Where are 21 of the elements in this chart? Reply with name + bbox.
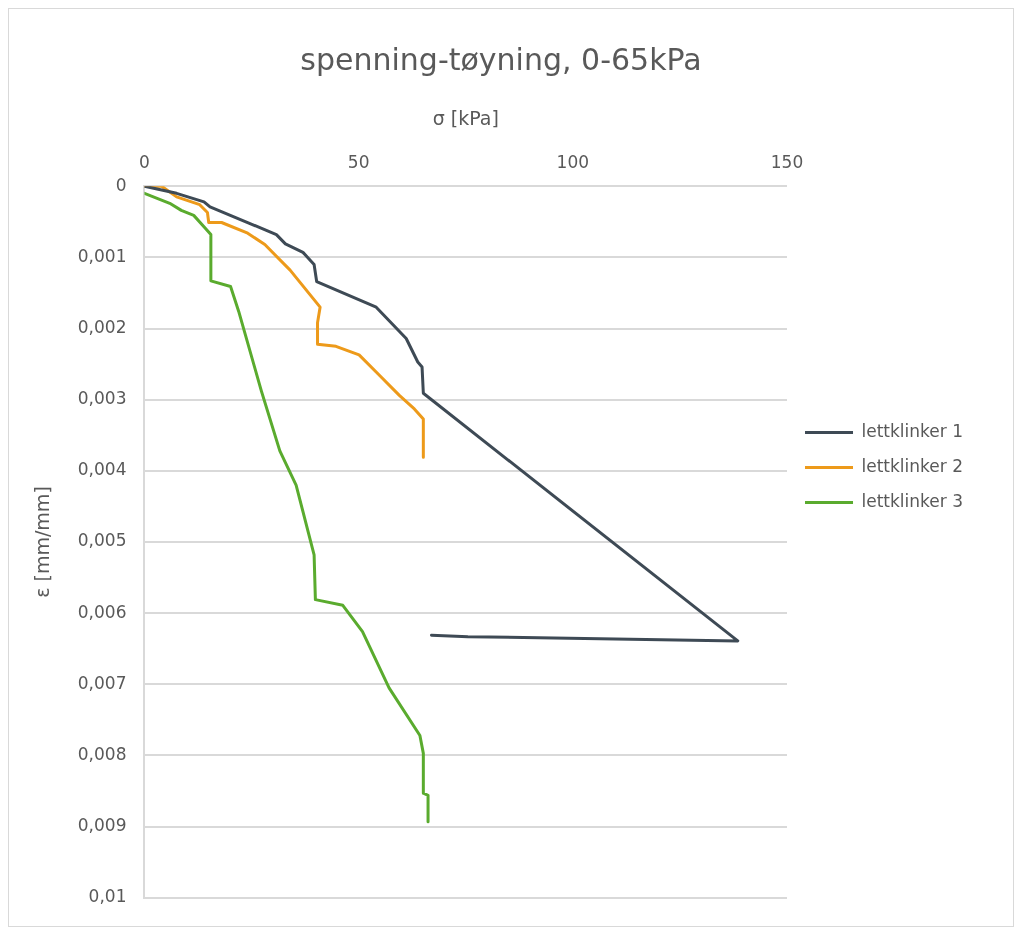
y-tick-label: 0,01 bbox=[88, 886, 127, 907]
y-tick-label: 0,004 bbox=[77, 459, 127, 480]
y-tick-label: 0,003 bbox=[77, 388, 127, 409]
y-tick-label: 0,005 bbox=[77, 530, 127, 551]
legend-label: lettklinker 1 bbox=[861, 420, 964, 441]
y-tick-label: 0,006 bbox=[77, 601, 127, 622]
y-tick-label: 0,001 bbox=[77, 245, 127, 266]
legend-label: lettklinker 3 bbox=[861, 490, 964, 511]
x-tick-label: 0 bbox=[139, 152, 150, 173]
x-tick-label: 50 bbox=[347, 152, 370, 173]
y-tick-label: 0,007 bbox=[77, 672, 127, 693]
x-axis-title: σ [kPa] bbox=[432, 107, 499, 130]
chart-title: spenning-tøyning, 0-65kPa bbox=[300, 41, 702, 77]
y-tick-label: 0,009 bbox=[77, 815, 127, 836]
y-tick-label: 0 bbox=[115, 174, 127, 195]
legend-label: lettklinker 2 bbox=[861, 455, 964, 476]
y-tick-label: 0,002 bbox=[77, 316, 127, 337]
y-axis-title: ε [mm/mm] bbox=[31, 486, 54, 598]
x-tick-label: 150 bbox=[770, 152, 804, 173]
y-tick-label: 0,008 bbox=[77, 743, 127, 764]
x-tick-label: 100 bbox=[556, 152, 590, 173]
